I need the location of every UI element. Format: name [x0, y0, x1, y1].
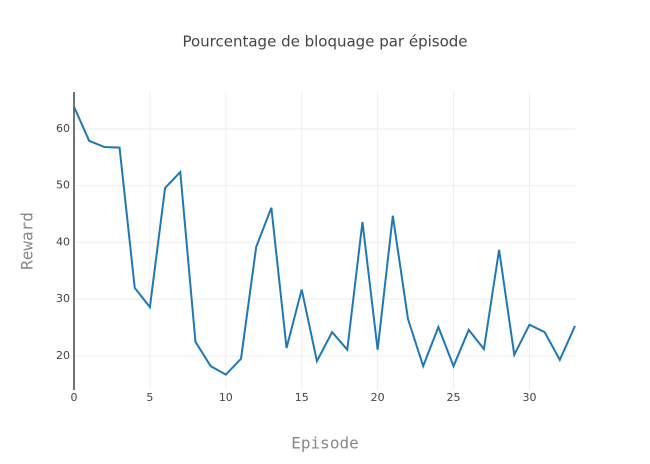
x-tick-label: 0	[71, 391, 78, 404]
y-tick-label: 20	[56, 349, 70, 362]
y-tick-label: 30	[56, 292, 70, 305]
chart-title: Pourcentage de bloquage par épisode	[182, 33, 467, 51]
y-tick-label: 60	[56, 122, 70, 135]
x-tick-label: 30	[522, 391, 536, 404]
y-axis-title: Reward	[18, 212, 37, 270]
x-tick-label: 15	[295, 391, 309, 404]
x-tick-label: 20	[371, 391, 385, 404]
x-tick-label: 25	[447, 391, 461, 404]
line	[73, 106, 576, 376]
x-axis-title: Episode	[291, 434, 358, 453]
y-tick-label: 40	[56, 235, 70, 248]
x-tick-label: 5	[146, 391, 153, 404]
x-tick-label: 10	[219, 391, 233, 404]
y-tick-label: 50	[56, 179, 70, 192]
